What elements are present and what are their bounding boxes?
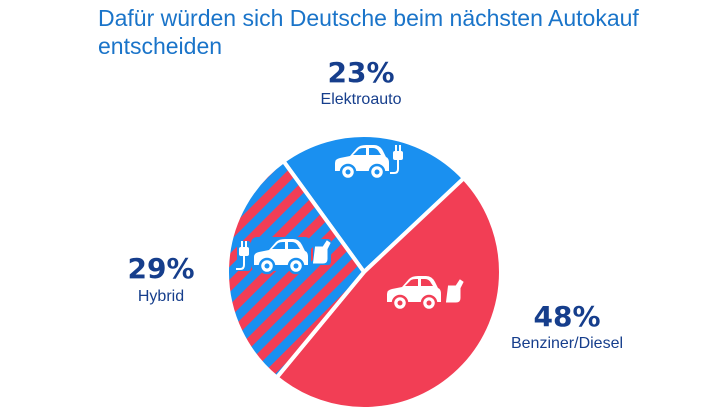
slice-value-benziner-diesel: 48% bbox=[533, 300, 600, 333]
slice-label-benziner-diesel: Benziner/Diesel bbox=[511, 335, 623, 352]
slice-value-elektroauto: 23% bbox=[327, 56, 394, 89]
pie-slice-elektroauto bbox=[281, 133, 466, 274]
slice-value-hybrid: 29% bbox=[127, 252, 194, 285]
slice-label-elektroauto: Elektroauto bbox=[321, 91, 402, 108]
hybrid-car-icon bbox=[235, 237, 331, 275]
slice-label-hybrid: Hybrid bbox=[138, 288, 184, 305]
chart-title: Dafür würden sich Deutsche beim nächsten… bbox=[98, 5, 639, 59]
